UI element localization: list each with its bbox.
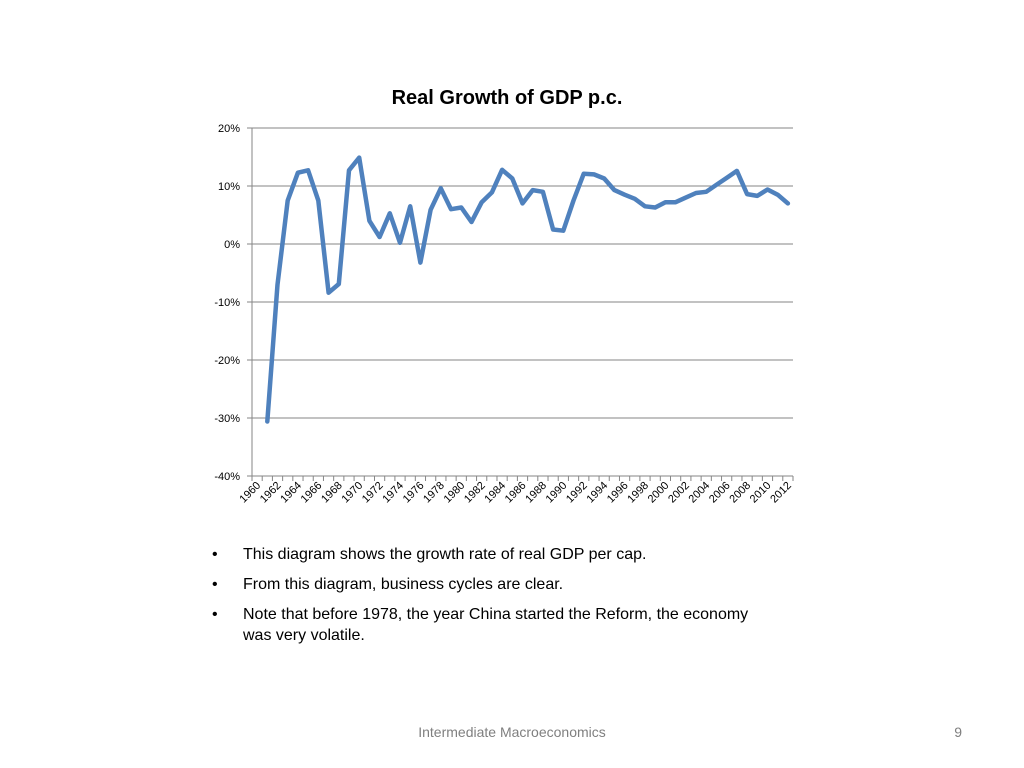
- bullet-text: This diagram shows the growth rate of re…: [243, 546, 647, 563]
- bullet-item: • This diagram shows the growth rate of …: [212, 544, 772, 565]
- gridlines: [252, 127, 793, 477]
- bullet-text: From this diagram, business cycles are c…: [243, 576, 564, 593]
- y-tick-label: -10%: [214, 297, 240, 309]
- y-tick-label: 10%: [218, 181, 240, 193]
- line-chart: Real Growth of GDP p.c. 20% 10% 0% -10% -20%…: [214, 87, 794, 506]
- x-tick-label: 1970: [340, 480, 366, 506]
- x-tick-label: 1992: [564, 480, 590, 506]
- y-axis-tick-labels: 20% 10% 0% -10% -20% -30% -40%: [214, 123, 240, 483]
- x-tick-label: 2002: [666, 480, 692, 506]
- x-tick-label: 1986: [503, 480, 529, 506]
- x-tick-label: 2008: [727, 480, 753, 506]
- x-tick-label: 1998: [625, 480, 651, 506]
- x-tick-label: 2004: [687, 480, 713, 506]
- axes: [247, 127, 794, 481]
- bullet-list: • This diagram shows the growth rate of …: [212, 544, 772, 655]
- x-tick-label: 1988: [523, 480, 549, 506]
- x-tick-label: 1996: [605, 480, 631, 506]
- x-tick-label: 1982: [462, 480, 488, 506]
- bullet-marker: •: [212, 546, 218, 563]
- bullet-item: • Note that before 1978, the year China …: [212, 604, 772, 646]
- chart-title: Real Growth of GDP p.c.: [392, 87, 623, 109]
- x-tick-label: 1984: [482, 480, 508, 506]
- x-tick-label: 2012: [768, 480, 794, 506]
- x-tick-label: 1972: [360, 480, 386, 506]
- x-tick-label: 1990: [544, 480, 570, 506]
- page-number: 9: [954, 724, 962, 740]
- y-tick-label: -20%: [214, 355, 240, 367]
- bullet-item: • From this diagram, business cycles are…: [212, 574, 772, 595]
- y-tick-label: 0%: [224, 239, 240, 251]
- x-tick-label: 1976: [401, 480, 427, 506]
- y-tick-label: -40%: [214, 471, 240, 483]
- series-layer: [265, 155, 791, 424]
- x-tick-label: 1994: [584, 480, 610, 506]
- x-tick-label: 2006: [707, 480, 733, 506]
- x-tick-label: 1966: [299, 480, 325, 506]
- bullet-marker: •: [212, 606, 218, 623]
- bullet-text: Note that before 1978, the year China st…: [243, 606, 749, 644]
- y-tick-label: -30%: [214, 413, 240, 425]
- x-tick-label: 2000: [646, 480, 672, 506]
- x-tick-label: 1960: [237, 480, 263, 506]
- x-axis-tick-labels: 1960196219641966196819701972197419761978…: [237, 480, 794, 506]
- x-tick-label: 1980: [442, 480, 468, 506]
- y-tick-label: 20%: [218, 123, 240, 135]
- footer-title: Intermediate Macroeconomics: [418, 724, 606, 740]
- bullet-marker: •: [212, 576, 218, 593]
- x-tick-label: 1964: [278, 480, 304, 506]
- x-tick-label: 1962: [258, 480, 284, 506]
- x-tick-label: 2010: [748, 480, 774, 506]
- x-tick-label: 1978: [421, 480, 447, 506]
- x-tick-label: 1968: [319, 480, 345, 506]
- series-line: [265, 155, 791, 424]
- x-tick-label: 1974: [380, 480, 406, 506]
